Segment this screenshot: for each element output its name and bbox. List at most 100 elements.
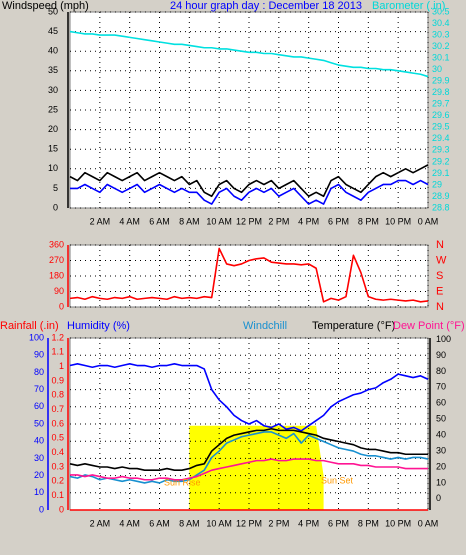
x-tick-label: 6 AM xyxy=(149,216,170,226)
series-line xyxy=(69,247,429,303)
legend-label: Windchill xyxy=(243,320,287,332)
series-line xyxy=(70,458,428,481)
y-tick-label: 25 xyxy=(48,104,58,114)
y-tick-label: 40 xyxy=(34,436,44,446)
y3-tick-label: 0.6 xyxy=(51,418,64,428)
x-tick-label: 8 AM xyxy=(179,216,200,226)
x-tick-label: 0 AM xyxy=(418,216,439,226)
y-tick-label: 10 xyxy=(34,487,44,497)
y2-tick-label: 60 xyxy=(436,398,446,408)
y2-tick-label: N xyxy=(436,301,444,313)
y-tick-label: 70 xyxy=(34,384,44,394)
y3-tick-label: 0 xyxy=(59,504,64,514)
y2-tick-label: 29.4 xyxy=(432,133,450,143)
series-line xyxy=(69,431,429,484)
y2-tick-label: 80 xyxy=(436,366,446,376)
x-tick-label: 4 PM xyxy=(298,518,319,528)
y2-tick-label: 29.6 xyxy=(432,110,450,120)
y2-tick-label: 30.3 xyxy=(432,29,450,39)
y2-tick-label: 30.5 xyxy=(432,6,450,16)
x-tick-label: 8 PM xyxy=(358,518,379,528)
y2-tick-label: 30 xyxy=(436,445,446,455)
x-tick-label: 2 PM xyxy=(268,518,289,528)
y2-tick-label: 90 xyxy=(436,350,446,360)
y2-tick-label: 70 xyxy=(436,382,446,392)
series-line xyxy=(69,164,429,198)
y3-tick-label: 1.2 xyxy=(51,332,64,342)
legend-label: Rainfall (.in) xyxy=(0,320,59,332)
x-tick-label: 8 AM xyxy=(179,518,200,528)
annotation: Sun Set xyxy=(321,475,354,485)
y3-tick-label: 0.7 xyxy=(51,404,64,414)
y-tick-label: 90 xyxy=(34,350,44,360)
x-tick-label: 8 PM xyxy=(358,216,379,226)
y2-tick-label: 29.2 xyxy=(432,156,450,166)
y-tick-label: 0 xyxy=(59,301,64,311)
y2-tick-label: E xyxy=(436,285,443,297)
x-tick-label: 4 PM xyxy=(298,216,319,226)
x-tick-label: 10 AM xyxy=(206,216,232,226)
header-label: 24 hour graph day : December 18 2013 xyxy=(170,0,362,12)
x-tick-label: 12 PM xyxy=(236,216,262,226)
x-tick-label: 0 AM xyxy=(418,518,439,528)
y2-tick-label: 29.9 xyxy=(432,76,450,86)
y2-tick-label: 30.4 xyxy=(432,18,450,28)
y-tick-label: 50 xyxy=(34,418,44,428)
y-tick-label: 0 xyxy=(53,202,58,212)
y-tick-label: 10 xyxy=(48,163,58,173)
y2-tick-label: 29.3 xyxy=(432,145,450,155)
y-tick-label: 45 xyxy=(48,26,58,36)
y2-tick-label: 29.1 xyxy=(432,168,450,178)
y-tick-label: 270 xyxy=(49,255,64,265)
x-tick-label: 2 AM xyxy=(90,518,111,528)
area xyxy=(189,425,324,510)
annotation: Sun Rise xyxy=(164,477,201,487)
y2-tick-label: 30 xyxy=(432,64,442,74)
x-tick-label: 6 PM xyxy=(328,216,349,226)
header-label: Barometer (.in) xyxy=(372,0,445,12)
x-tick-label: 6 AM xyxy=(149,518,170,528)
y2-tick-label: 30.2 xyxy=(432,41,450,51)
y2-tick-label: 100 xyxy=(436,334,451,344)
y-tick-label: 100 xyxy=(29,332,44,342)
x-tick-label: 2 AM xyxy=(90,216,111,226)
series-line xyxy=(70,179,429,205)
y2-tick-label: 29.7 xyxy=(432,99,450,109)
y-tick-label: 80 xyxy=(34,367,44,377)
y-tick-label: 40 xyxy=(48,46,58,56)
y3-tick-label: 1 xyxy=(59,361,64,371)
x-tick-label: 10 AM xyxy=(206,518,232,528)
y3-tick-label: 0.1 xyxy=(51,490,64,500)
y2-tick-label: 29.5 xyxy=(432,122,450,132)
series-line xyxy=(69,30,429,78)
y3-tick-label: 0.3 xyxy=(51,461,64,471)
y-tick-label: 360 xyxy=(49,239,64,249)
y2-tick-label: 28.9 xyxy=(432,191,450,201)
y3-tick-label: 0.5 xyxy=(51,433,64,443)
y-tick-label: 20 xyxy=(48,124,58,134)
y2-tick-label: 20 xyxy=(436,461,446,471)
y-tick-label: 30 xyxy=(34,453,44,463)
y2-tick-label: 0 xyxy=(436,493,441,503)
y3-tick-label: 0.4 xyxy=(51,447,64,457)
x-tick-label: 12 PM xyxy=(236,518,262,528)
y2-tick-label: 28.8 xyxy=(432,202,450,212)
y-tick-label: 180 xyxy=(49,270,64,280)
y-tick-label: 5 xyxy=(53,183,58,193)
y-tick-label: 20 xyxy=(34,470,44,480)
legend-label: Temperature (°F) xyxy=(312,320,395,332)
series-line xyxy=(69,427,428,471)
x-tick-label: 4 AM xyxy=(119,518,140,528)
x-tick-label: 6 PM xyxy=(328,518,349,528)
y3-tick-label: 1.1 xyxy=(51,347,64,357)
series-line xyxy=(69,363,429,432)
legend-label: Humidity (%) xyxy=(67,320,130,332)
y-tick-label: 50 xyxy=(48,6,58,16)
y2-tick-label: W xyxy=(436,254,447,266)
y2-tick-label: 29.8 xyxy=(432,87,450,97)
y2-tick-label: 29 xyxy=(432,179,442,189)
y2-tick-label: 10 xyxy=(436,477,446,487)
y2-tick-label: 40 xyxy=(436,430,446,440)
y-tick-label: 15 xyxy=(48,144,58,154)
y3-tick-label: 0.9 xyxy=(51,375,64,385)
